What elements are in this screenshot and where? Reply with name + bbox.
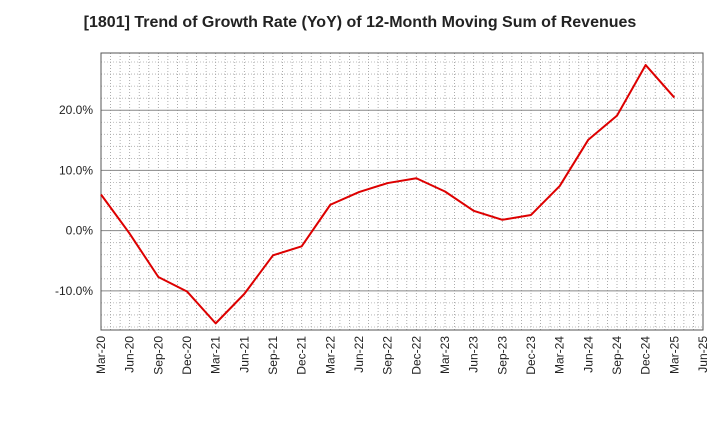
y-tick-label: -10.0% bbox=[55, 284, 93, 298]
x-tick-label: Mar-24 bbox=[553, 336, 567, 374]
x-tick-label: Mar-20 bbox=[94, 336, 108, 374]
x-tick-label: Mar-22 bbox=[323, 336, 337, 374]
x-tick-label: Jun-21 bbox=[237, 336, 251, 373]
x-tick-label: Dec-20 bbox=[180, 336, 194, 375]
y-tick-label: 20.0% bbox=[59, 103, 93, 117]
x-tick-label: Sep-20 bbox=[151, 336, 165, 375]
x-tick-label: Sep-21 bbox=[266, 336, 280, 375]
x-tick-label: Mar-21 bbox=[209, 336, 223, 374]
x-tick-label: Dec-23 bbox=[524, 336, 538, 375]
x-tick-label: Jun-22 bbox=[352, 336, 366, 373]
plot-border bbox=[100, 52, 704, 331]
x-tick-label: Jun-25 bbox=[696, 336, 710, 373]
x-tick-label: Jun-23 bbox=[467, 336, 481, 373]
x-tick-label: Dec-22 bbox=[409, 336, 423, 375]
x-tick-label: Mar-25 bbox=[667, 336, 681, 374]
x-tick-label: Jun-20 bbox=[123, 336, 137, 373]
x-tick-label: Sep-22 bbox=[381, 336, 395, 375]
plot-area bbox=[101, 53, 703, 330]
chart-title: [1801] Trend of Growth Rate (YoY) of 12-… bbox=[83, 14, 637, 31]
x-tick-label: Dec-24 bbox=[639, 336, 653, 375]
x-tick-label: Jun-24 bbox=[581, 336, 595, 373]
x-tick-label: Mar-23 bbox=[438, 336, 452, 374]
series-line bbox=[100, 64, 676, 325]
y-tick-label: 0.0% bbox=[66, 224, 94, 238]
x-tick-label: Dec-21 bbox=[295, 336, 309, 375]
y-tick-label: 10.0% bbox=[59, 163, 93, 177]
x-tick-label: Sep-23 bbox=[495, 336, 509, 375]
x-tick-label: Sep-24 bbox=[610, 336, 624, 375]
